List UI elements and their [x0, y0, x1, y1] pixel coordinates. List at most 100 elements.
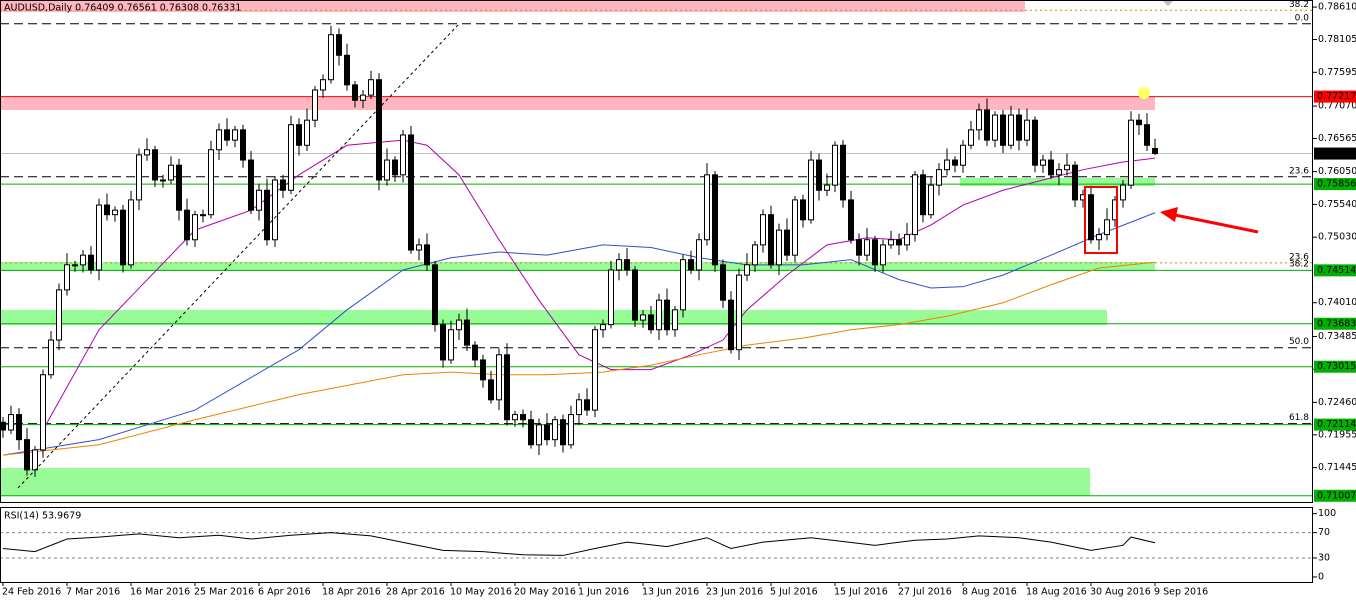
x-tick-label: 15 Jul 2016 [834, 587, 888, 598]
candle-body [1104, 219, 1110, 236]
candle-body [1000, 114, 1006, 146]
candle-body [400, 134, 406, 176]
candle-body [1144, 124, 1150, 146]
candle-body [1016, 114, 1022, 141]
candle-body [528, 419, 534, 446]
candle-body [936, 169, 942, 186]
candle-body [288, 124, 294, 191]
candle-body [1040, 159, 1046, 166]
candle-body [888, 239, 894, 246]
candle-body [560, 419, 566, 446]
fib-label: 38.2 [1289, 0, 1309, 10]
trend-line [17, 24, 459, 489]
y-tick-label: 0.76050 [1318, 166, 1356, 177]
candle-body [768, 214, 774, 266]
x-tick-label: 20 May 2016 [514, 587, 576, 598]
candle-body [136, 154, 142, 201]
arrow-head [1160, 207, 1178, 222]
candle-body [984, 109, 990, 141]
candle-body [784, 229, 790, 256]
candle-body [896, 239, 902, 246]
moving-average [2, 212, 1156, 456]
support-zone [0, 262, 1155, 271]
candle-body [56, 289, 62, 341]
level-label: 0.71007 [1317, 490, 1356, 501]
candle-body [1032, 119, 1038, 166]
candle-body [512, 414, 518, 421]
support-zone [0, 310, 1107, 325]
support-zone [0, 468, 1090, 496]
candle-body [672, 309, 678, 331]
candle-body [816, 159, 822, 191]
candle-body [776, 229, 782, 266]
candle-body [496, 354, 502, 401]
level-box [1314, 178, 1356, 191]
candle-body [648, 314, 654, 331]
candle-body [864, 239, 870, 256]
candle-body [208, 149, 214, 216]
candle-body [248, 159, 254, 211]
y-tick-label: 0.75540 [1318, 199, 1356, 210]
level-label: 0.73015 [1317, 361, 1356, 372]
candle-body [480, 359, 486, 381]
candle-body [712, 174, 718, 266]
x-tick-label: 18 Apr 2016 [322, 587, 381, 598]
candle-body [600, 324, 606, 331]
level-label: 0.77217 [1317, 91, 1356, 102]
resistance-zone [0, 0, 1025, 12]
candle-body [272, 179, 278, 241]
candle-body [576, 399, 582, 416]
fib-label: 50.0 [1289, 337, 1309, 347]
candle-body [168, 164, 174, 181]
candle-body [88, 254, 94, 271]
candle-body [640, 314, 646, 321]
candle-body [848, 199, 854, 241]
x-tick-label: 1 Jun 2016 [578, 587, 629, 598]
y-tick-label: 100 [1318, 508, 1336, 519]
candle-body [536, 424, 542, 446]
y-tick-label: 0.78610 [1318, 2, 1356, 13]
candle-body [456, 319, 462, 331]
x-tick-label: 28 Apr 2016 [386, 587, 445, 598]
y-tick-label: 0.71445 [1318, 462, 1356, 473]
candle-body [160, 179, 166, 182]
candle-body [680, 259, 686, 311]
y-tick-label: 30 [1318, 552, 1330, 563]
candle-body [992, 114, 998, 141]
candle-body [840, 144, 846, 201]
candle-body [544, 424, 550, 441]
y-tick-label: 70 [1318, 527, 1330, 538]
candle-body [432, 264, 438, 326]
candle-body [704, 174, 710, 241]
x-tick-label: 24 Feb 2016 [2, 587, 61, 598]
y-tick-label: 0.71955 [1318, 429, 1356, 440]
rsi-line [2, 532, 1156, 556]
candle-body [112, 209, 118, 216]
candle-body [1008, 114, 1014, 146]
candle-body [72, 264, 78, 267]
highlight-box [1084, 186, 1118, 254]
chart-title: AUDUSD,Daily 0.76409 0.76561 0.76308 0.7… [4, 3, 241, 14]
x-tick-label: 9 Sep 2016 [1154, 587, 1208, 598]
candle-body [920, 174, 926, 216]
level-label: 0.72114 [1317, 419, 1356, 430]
candle-body [424, 244, 430, 266]
candle-body [720, 264, 726, 301]
y-tick-label: 0.76565 [1318, 133, 1356, 144]
x-tick-label: 10 May 2016 [450, 587, 512, 598]
candle-body [912, 174, 918, 236]
candle-body [808, 159, 814, 221]
candle-body [280, 179, 286, 191]
candle-body [752, 244, 758, 266]
marker [1138, 87, 1150, 99]
x-tick-label: 6 Apr 2016 [258, 587, 311, 598]
candle-body [688, 259, 694, 271]
candle-body [760, 214, 766, 246]
candle-body [624, 259, 630, 271]
x-tick-label: 13 Jun 2016 [642, 587, 699, 598]
support-zone [960, 178, 1155, 186]
zones [0, 0, 1155, 496]
level-box [1314, 90, 1356, 103]
candle-body [328, 34, 334, 81]
